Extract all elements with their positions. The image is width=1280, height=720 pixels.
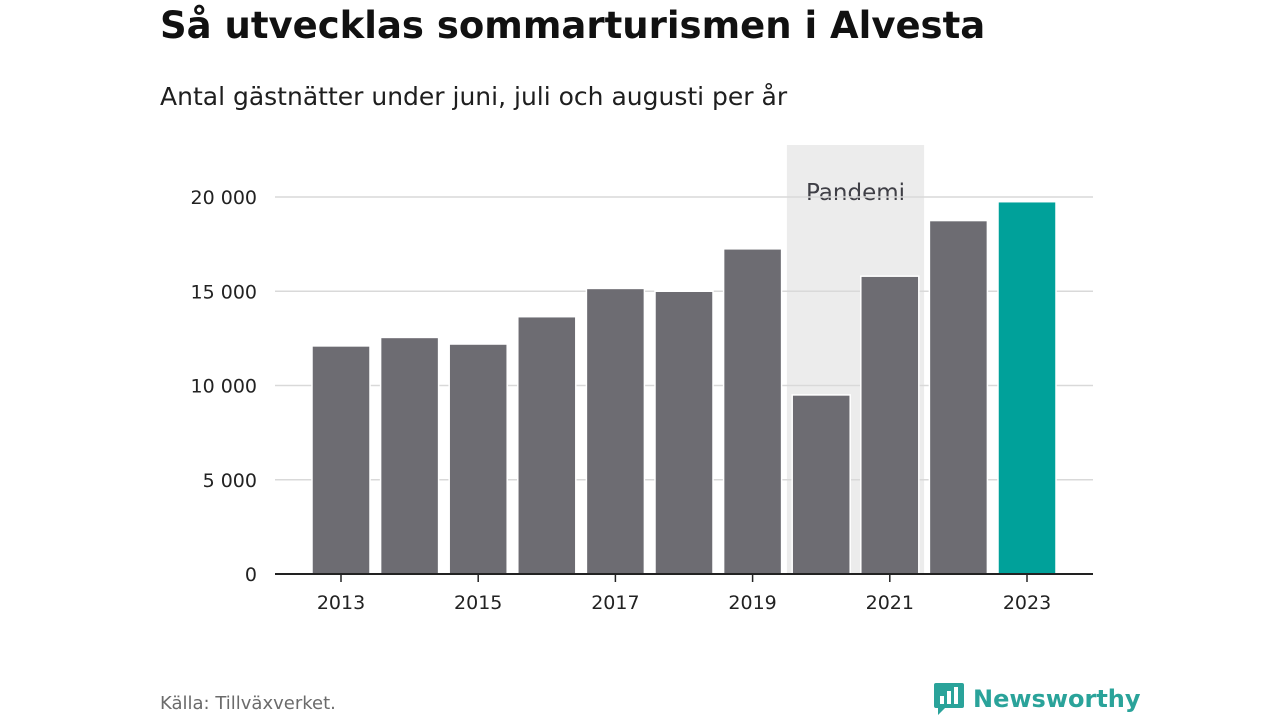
source-note: Källa: Tillväxverket. bbox=[160, 693, 336, 714]
bar-2015 bbox=[448, 343, 508, 575]
y-tick-label: 20 000 bbox=[191, 187, 257, 209]
newsworthy-logo-icon bbox=[934, 683, 964, 715]
bar-2019 bbox=[722, 248, 783, 575]
brand-name: Newsworthy bbox=[973, 685, 1141, 713]
y-tick-label: 10 000 bbox=[191, 376, 257, 398]
pandemic-label: Pandemi bbox=[806, 180, 905, 206]
y-tick-label: 0 bbox=[245, 564, 257, 586]
y-tick-label: 15 000 bbox=[191, 281, 257, 303]
chart-title: Så utvecklas sommarturismen i Alvesta bbox=[160, 4, 986, 47]
x-tick-label: 2017 bbox=[591, 592, 639, 614]
bar-2017 bbox=[585, 287, 646, 575]
bar-chart: Pandemi 0 5 000 10 000 15 000 20 000 2013 2015 2… bbox=[191, 145, 1093, 614]
chart-subtitle: Antal gästnätter under juni, juli och au… bbox=[160, 82, 788, 111]
x-tick-label: 2015 bbox=[454, 592, 502, 614]
bar-2018 bbox=[654, 290, 714, 575]
x-tick-label: 2019 bbox=[728, 592, 776, 614]
y-tick-label: 5 000 bbox=[203, 470, 257, 492]
x-tick-label: 2023 bbox=[1003, 592, 1051, 614]
x-tick-label: 2013 bbox=[317, 592, 365, 614]
bar-2023 bbox=[997, 200, 1057, 575]
bar-2020 bbox=[791, 394, 851, 575]
bar-2016 bbox=[517, 315, 577, 575]
bar-2021 bbox=[860, 275, 920, 575]
bar-2013 bbox=[311, 345, 371, 575]
bar-2014 bbox=[379, 336, 440, 575]
x-tick-label: 2021 bbox=[866, 592, 914, 614]
bar-2022 bbox=[928, 219, 989, 575]
brand-logo: Newsworthy bbox=[933, 682, 1141, 716]
